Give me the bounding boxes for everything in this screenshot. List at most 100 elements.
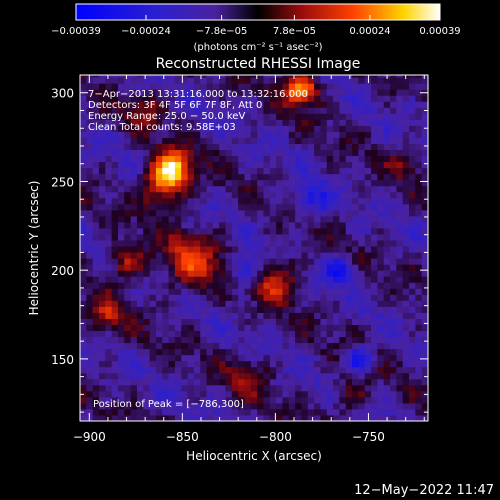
heatmap-cell [301, 215, 309, 223]
heatmap-cell [377, 360, 385, 368]
colorbar-tick-label: 0.00039 [419, 26, 460, 37]
heatmap-cell [136, 191, 144, 199]
heatmap-cell [377, 75, 385, 78]
heatmap-cell [345, 396, 353, 404]
heatmap-cell [257, 324, 264, 332]
heatmap-cell [250, 396, 258, 404]
heatmap-cell [421, 113, 428, 120]
heatmap-cell [193, 221, 201, 229]
heatmap-cell [428, 403, 435, 410]
heatmap-cell [111, 221, 119, 229]
heatmap-cell [92, 173, 100, 181]
heatmap-cell [219, 125, 227, 132]
heatmap-cell [225, 246, 233, 253]
heatmap-cell [345, 137, 353, 144]
heatmap-cell [174, 155, 182, 163]
heatmap-cell [250, 252, 258, 259]
heatmap-cell [326, 324, 334, 332]
heatmap-cell [219, 161, 227, 169]
heatmap-cell [326, 240, 334, 247]
heatmap-cell [250, 378, 258, 386]
heatmap-cell [282, 270, 290, 277]
heatmap-cell [136, 185, 144, 193]
heatmap-cell [155, 270, 163, 277]
heatmap-cell [345, 372, 353, 380]
heatmap-cell [187, 294, 195, 301]
heatmap-cell [162, 378, 170, 386]
heatmap-cell [276, 318, 283, 325]
heatmap-cell [187, 348, 195, 356]
heatmap-cell [371, 185, 378, 193]
heatmap-cell [263, 233, 271, 241]
heatmap-cell [358, 408, 366, 416]
heatmap-cell [364, 342, 372, 350]
heatmap-cell [307, 221, 315, 229]
heatmap-cell [263, 300, 271, 307]
heatmap-cell [295, 143, 302, 151]
heatmap-cell [187, 258, 195, 265]
heatmap-cell [250, 233, 258, 241]
heatmap-cell [244, 378, 252, 386]
heatmap-cell [314, 330, 321, 338]
heatmap-cell [421, 348, 428, 356]
heatmap-cell [187, 378, 195, 386]
heatmap-cell [396, 191, 404, 199]
heatmap-cell [352, 83, 359, 90]
heatmap-cell [181, 137, 189, 144]
heatmap-cell [111, 270, 119, 277]
y-axis-title: Heliocentric Y (arcsec) [27, 181, 41, 316]
heatmap-cell [168, 221, 176, 229]
heatmap-cell [276, 306, 283, 313]
heatmap-cell [174, 270, 182, 277]
heatmap-cell [320, 95, 328, 102]
heatmap-cell [364, 348, 372, 356]
heatmap-cell [155, 294, 163, 301]
heatmap-cell [130, 125, 138, 132]
heatmap-cell [193, 179, 201, 187]
heatmap-cell [377, 185, 385, 193]
heatmap-cell [130, 227, 138, 235]
heatmap-cell [244, 276, 252, 283]
heatmap-cell [206, 197, 214, 205]
heatmap-cell [276, 348, 283, 356]
heatmap-cell [396, 149, 404, 157]
heatmap-cell [402, 306, 410, 313]
heatmap-cell [390, 149, 397, 157]
heatmap-cell [276, 294, 283, 301]
heatmap-cell [86, 233, 94, 241]
heatmap-cell [231, 215, 239, 223]
heatmap-cell [326, 215, 334, 223]
heatmap-cell [92, 288, 100, 295]
heatmap-cell [383, 125, 391, 132]
heatmap-cell [219, 348, 227, 356]
heatmap-cell [86, 119, 94, 126]
heatmap-cell [187, 119, 195, 126]
heatmap-cell [257, 408, 264, 416]
heatmap-cell [358, 119, 366, 126]
heatmap-cell [282, 276, 290, 283]
heatmap-cell [168, 227, 176, 235]
heatmap-cell [314, 137, 321, 144]
heatmap-cell [130, 282, 138, 289]
heatmap-cell [326, 191, 334, 199]
heatmap-cell [390, 161, 397, 169]
heatmap-cell [358, 143, 366, 151]
heatmap-cell [352, 246, 359, 253]
heatmap-cell [225, 173, 233, 181]
heatmap-cell [263, 360, 271, 368]
heatmap-cell [326, 294, 334, 301]
heatmap-cell [231, 89, 239, 96]
heatmap-cell [174, 264, 182, 271]
heatmap-cell [390, 155, 397, 163]
heatmap-cell [345, 83, 353, 90]
heatmap-cell [402, 179, 410, 187]
heatmap-cell [377, 282, 385, 289]
heatmap-cell [295, 101, 302, 108]
heatmap-cell [206, 300, 214, 307]
heatmap-cell [212, 318, 220, 325]
heatmap-cell [86, 246, 94, 253]
heatmap-cell [257, 348, 264, 356]
heatmap-cell [193, 264, 201, 271]
heatmap-cell [345, 270, 353, 277]
heatmap-cell [339, 233, 347, 241]
